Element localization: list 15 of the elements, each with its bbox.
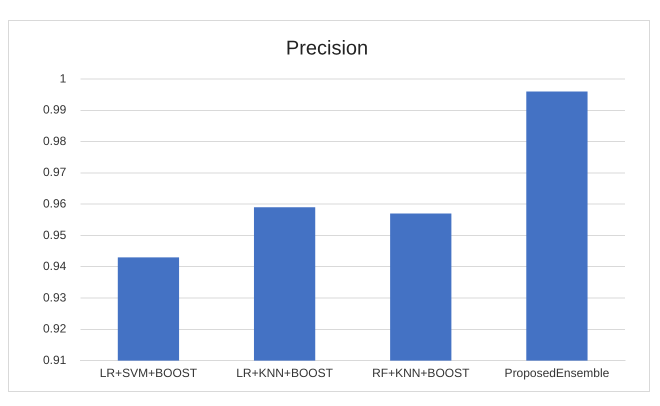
x-tick-label: RF+KNN+BOOST <box>372 366 470 380</box>
y-tick-label: 0.93 <box>42 290 67 304</box>
y-tick-label: 1 <box>60 71 67 86</box>
y-tick-label: 0.99 <box>42 102 67 117</box>
y-tick-label: 0.96 <box>42 196 67 210</box>
y-tick-label: 0.94 <box>42 259 67 274</box>
y-tick-label: 0.92 <box>42 322 67 336</box>
x-tick-label: ProposedEnsemble <box>504 366 610 380</box>
y-tick-label: 0.95 <box>42 228 67 242</box>
y-tick-label: 0.91 <box>42 352 67 367</box>
y-tick-label: 0.97 <box>42 165 67 180</box>
x-tick-label: LR+SVM+BOOST <box>100 366 198 380</box>
chart-title: Precision <box>286 38 368 60</box>
y-tick-label: 0.98 <box>42 134 67 148</box>
x-tick-label: LR+KNN+BOOST <box>236 366 334 380</box>
